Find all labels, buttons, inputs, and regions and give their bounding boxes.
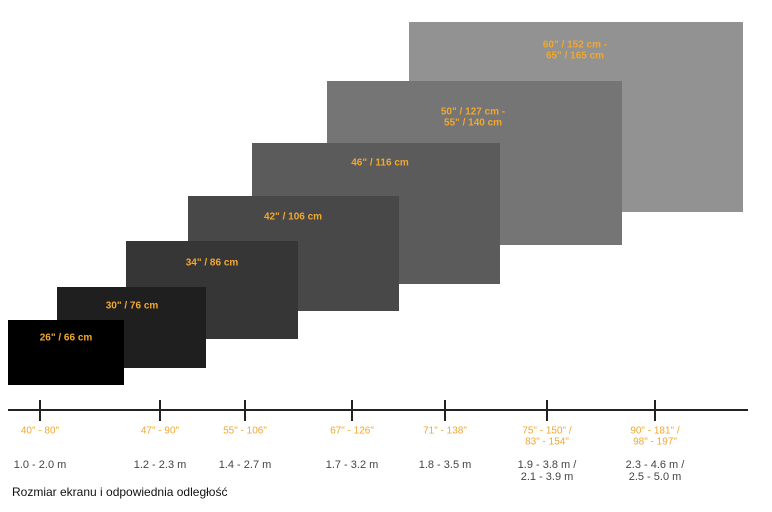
inch-range: 40" - 80"	[21, 426, 60, 437]
screens: 60" / 152 cm -65" / 165 cm 50" / 127 cm -…	[8, 22, 743, 385]
screen-label: 42" / 106 cm	[264, 212, 322, 223]
meter-range: 1.7 - 3.2 m	[326, 459, 379, 471]
meter-range: 1.9 - 3.8 m /	[518, 459, 578, 471]
inch-range: 98" - 197"	[633, 437, 677, 448]
ticks: 40" - 80" 1.0 - 2.0 m 47" - 90" 1.2 - 2.3 m…	[14, 400, 686, 483]
inch-range: 75" - 150" /	[522, 426, 572, 437]
screen-label: 55" / 140 cm	[444, 118, 502, 129]
screen-label: 65" / 165 cm	[546, 51, 604, 62]
meter-range: 1.2 - 2.3 m	[134, 459, 187, 471]
inch-range: 71" - 138"	[423, 426, 467, 437]
meter-range: 1.0 - 2.0 m	[14, 459, 67, 471]
screen-label: 50" / 127 cm -	[441, 107, 505, 118]
inch-range: 55" - 106"	[223, 426, 267, 437]
inch-range: 67" - 126"	[330, 426, 374, 437]
screen-label: 34" / 86 cm	[186, 258, 239, 269]
meter-range: 2.5 - 5.0 m	[629, 471, 682, 483]
meter-range: 2.3 - 4.6 m /	[626, 459, 686, 471]
screen-label: 60" / 152 cm -	[543, 40, 607, 51]
screen-label: 46" / 116 cm	[351, 158, 409, 169]
screen-label: 26" / 66 cm	[40, 333, 93, 344]
screen-label: 30" / 76 cm	[106, 301, 159, 312]
screen	[8, 320, 124, 385]
meter-range: 1.8 - 3.5 m	[419, 459, 472, 471]
inch-range: 90" - 181" /	[630, 426, 680, 437]
inch-range: 83" - 154"	[525, 437, 569, 448]
meter-range: 2.1 - 3.9 m	[521, 471, 574, 483]
meter-range: 1.4 - 2.7 m	[219, 459, 272, 471]
inch-range: 47" - 90"	[141, 426, 180, 437]
caption: Rozmiar ekranu i odpowiednia odległość	[12, 485, 227, 499]
